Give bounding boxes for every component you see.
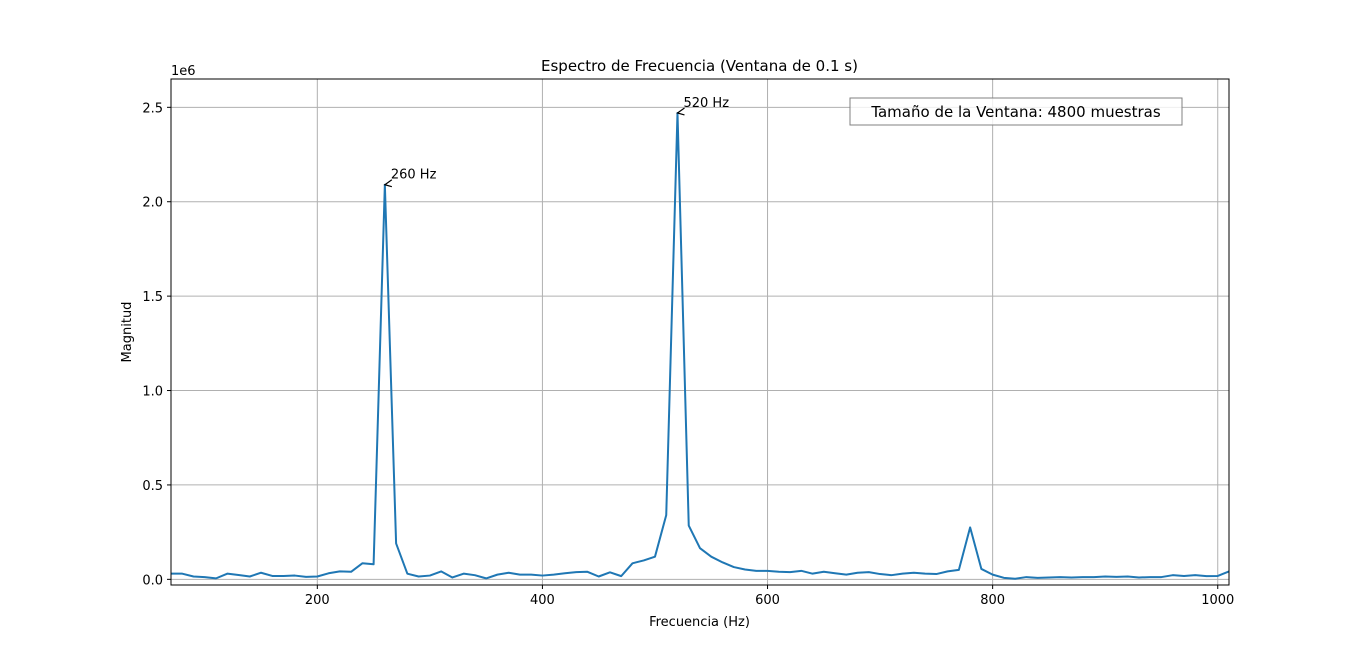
y-tick-label: 0.0	[142, 573, 163, 588]
plot-frame	[170, 78, 1230, 586]
y-axis-label: Magnitud	[120, 302, 135, 363]
y-tick-label: 0.5	[142, 479, 163, 494]
chart-title: Espectro de Frecuencia (Ventana de 0.1 s…	[541, 57, 858, 75]
x-tick-label: 400	[530, 593, 555, 608]
annotation-arrow	[383, 179, 393, 188]
y-tick-label: 2.0	[142, 196, 163, 211]
annotation-layer: 260 Hz 520 Hz	[383, 96, 729, 188]
annotation-label: 260 Hz	[391, 168, 437, 183]
info-box: Tamaño de la Ventana: 4800 muestras	[849, 97, 1183, 126]
spectrum-line	[171, 111, 1229, 580]
y-offset-label: 1e6	[171, 64, 196, 79]
y-tick-label: 1.5	[142, 290, 163, 305]
annotation-label: 520 Hz	[683, 96, 729, 111]
axis-ticks: 200 400 600 800 1000 0.0 0.5 1.0 1.5 2.0 2.5	[142, 101, 1234, 608]
series-layer	[171, 111, 1229, 580]
peak-annotation: 520 Hz	[676, 96, 729, 116]
x-tick-label: 800	[980, 593, 1005, 608]
x-tick-label: 600	[755, 593, 780, 608]
x-tick-label: 200	[305, 593, 330, 608]
peak-annotation: 260 Hz	[383, 168, 437, 188]
info-box-frame	[849, 97, 1183, 126]
x-tick-label: 1000	[1201, 593, 1234, 608]
annotation-arrow	[676, 107, 685, 116]
x-axis-label: Frecuencia (Hz)	[649, 615, 750, 630]
info-box-text: Tamaño de la Ventana: 4800 muestras	[870, 103, 1161, 121]
y-tick-label: 1.0	[142, 385, 163, 400]
y-tick-label: 2.5	[142, 101, 163, 116]
